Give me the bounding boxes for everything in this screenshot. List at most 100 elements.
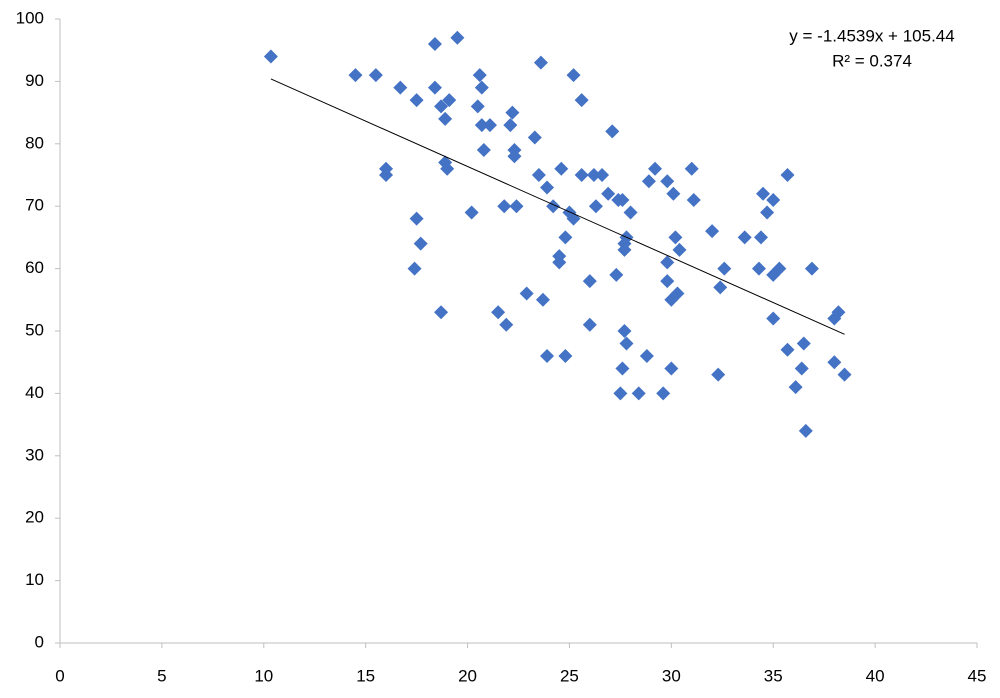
y-tick-label: 20 bbox=[25, 508, 44, 527]
data-point bbox=[450, 30, 465, 45]
data-point bbox=[540, 180, 555, 195]
data-point bbox=[558, 230, 573, 245]
data-point bbox=[798, 423, 813, 438]
x-tick-label: 15 bbox=[356, 666, 375, 685]
data-point bbox=[574, 93, 589, 108]
data-point bbox=[601, 186, 616, 201]
data-point bbox=[760, 205, 775, 220]
data-point bbox=[427, 36, 442, 51]
data-point bbox=[531, 168, 546, 182]
data-point bbox=[670, 286, 685, 301]
data-point bbox=[393, 80, 408, 95]
y-tick-label: 30 bbox=[25, 445, 44, 464]
data-point bbox=[482, 118, 497, 133]
data-point bbox=[756, 186, 771, 201]
data-point bbox=[519, 286, 534, 301]
x-tick-label: 35 bbox=[764, 666, 783, 685]
data-point bbox=[474, 118, 489, 133]
data-point bbox=[660, 174, 675, 189]
data-point bbox=[582, 317, 597, 332]
data-point bbox=[407, 261, 422, 276]
y-tick-label: 10 bbox=[25, 570, 44, 589]
data-point bbox=[546, 199, 561, 214]
data-point bbox=[586, 168, 601, 182]
data-point bbox=[368, 68, 383, 83]
data-point bbox=[780, 342, 795, 357]
data-point bbox=[574, 168, 589, 182]
data-point bbox=[737, 230, 752, 245]
data-point bbox=[705, 224, 720, 239]
data-point bbox=[499, 317, 514, 332]
data-point bbox=[434, 99, 449, 114]
data-point bbox=[766, 192, 781, 207]
x-tick-label: 10 bbox=[254, 666, 273, 685]
data-point bbox=[434, 305, 449, 320]
data-point bbox=[263, 49, 278, 64]
data-point bbox=[639, 348, 654, 363]
y-tick-label: 50 bbox=[25, 320, 44, 339]
data-point bbox=[554, 161, 569, 176]
data-point bbox=[566, 68, 581, 83]
data-point bbox=[615, 361, 630, 376]
y-tick-label: 70 bbox=[25, 196, 44, 215]
data-point bbox=[613, 386, 628, 401]
data-point bbox=[605, 124, 620, 139]
data-point bbox=[582, 274, 597, 289]
data-point bbox=[631, 386, 646, 401]
data-point bbox=[476, 143, 491, 158]
x-tick-label: 20 bbox=[458, 666, 477, 685]
data-point bbox=[796, 336, 811, 351]
data-point bbox=[666, 186, 681, 201]
data-point bbox=[509, 199, 524, 214]
data-point bbox=[686, 192, 701, 207]
data-point bbox=[427, 80, 442, 95]
y-tick-label: 60 bbox=[25, 258, 44, 277]
data-point bbox=[470, 99, 485, 114]
data-point bbox=[766, 311, 781, 326]
data-point bbox=[827, 355, 842, 370]
data-point bbox=[505, 105, 520, 120]
data-point bbox=[664, 361, 679, 376]
data-point bbox=[772, 261, 787, 276]
data-point bbox=[656, 386, 671, 401]
data-point bbox=[558, 348, 573, 363]
data-point bbox=[684, 161, 699, 176]
data-point bbox=[438, 111, 453, 126]
data-point bbox=[379, 161, 394, 176]
x-tick-label: 0 bbox=[55, 666, 64, 685]
y-tick-label: 90 bbox=[25, 71, 44, 90]
data-point bbox=[831, 305, 846, 320]
data-point bbox=[552, 255, 567, 270]
data-point bbox=[472, 68, 487, 83]
data-point bbox=[713, 280, 728, 295]
data-point bbox=[507, 149, 522, 164]
trendline-r-squared: R² = 0.374 bbox=[832, 51, 912, 70]
data-point bbox=[588, 199, 603, 214]
data-point bbox=[617, 242, 632, 257]
data-point bbox=[348, 68, 363, 83]
x-tick-label: 40 bbox=[866, 666, 885, 685]
data-point bbox=[788, 380, 803, 395]
data-point bbox=[780, 168, 795, 182]
data-point bbox=[409, 211, 424, 226]
data-point bbox=[717, 261, 732, 276]
data-point bbox=[619, 336, 634, 351]
data-point bbox=[442, 93, 457, 108]
data-point bbox=[660, 255, 675, 270]
data-point bbox=[440, 161, 455, 176]
data-point bbox=[672, 242, 687, 257]
y-tick-label: 100 bbox=[16, 8, 44, 27]
y-tick-label: 0 bbox=[35, 632, 44, 651]
data-point bbox=[474, 80, 489, 95]
data-point bbox=[623, 205, 638, 220]
data-point bbox=[409, 93, 424, 108]
data-point bbox=[609, 267, 624, 282]
data-point bbox=[751, 261, 766, 276]
data-point bbox=[535, 292, 550, 307]
data-point bbox=[617, 324, 632, 338]
data-point bbox=[533, 55, 548, 70]
y-tick-label: 80 bbox=[25, 133, 44, 152]
data-point bbox=[413, 236, 428, 251]
data-point bbox=[491, 305, 506, 320]
